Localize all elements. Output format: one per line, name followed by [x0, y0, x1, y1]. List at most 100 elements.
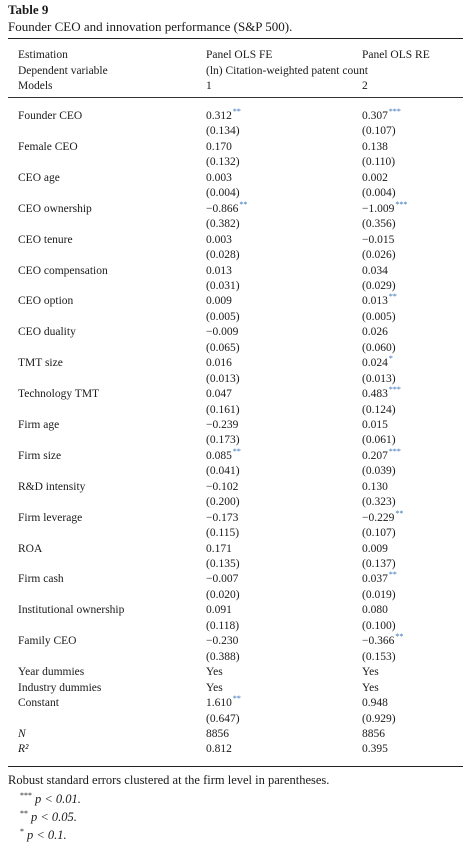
coef-model-1: 0.170 [206, 141, 232, 153]
se-model-1: (0.134) [206, 125, 240, 137]
se-model-1: (0.161) [206, 404, 240, 416]
row-label: CEO ownership [18, 203, 92, 215]
coef-model-2: 0.307*** [362, 107, 401, 122]
se-model-1: (0.173) [206, 434, 240, 446]
footnote-text: p < 0.01. [35, 792, 81, 806]
coef-model-1: 0.003 [206, 172, 232, 184]
footnote-text: p < 0.1. [27, 828, 67, 842]
coef-model-2: 0.034 [362, 265, 388, 277]
coef-model-1: 0.003 [206, 234, 232, 246]
dummy-model-1: Yes [206, 666, 223, 678]
footnote-mark: ** [20, 808, 28, 818]
significance-mark: * [388, 354, 393, 364]
row-label: Technology TMT [18, 388, 100, 400]
stat-label: R² [18, 743, 29, 755]
significance-mark: ** [239, 200, 248, 210]
coef-model-1: −0.866** [206, 200, 248, 215]
estimation-label: Estimation [18, 49, 68, 61]
dummy-model-2: Yes [362, 682, 379, 694]
row-label: Firm age [18, 419, 60, 431]
row-label: Female CEO [18, 141, 78, 153]
significance-mark: *** [388, 385, 401, 395]
significance-mark: ** [395, 632, 404, 642]
stat-model-2: 8856 [362, 728, 385, 740]
se-model-1: (0.115) [206, 527, 240, 539]
se-model-1: (0.041) [206, 465, 240, 477]
coef-model-1: −0.007 [206, 573, 239, 585]
significance-mark: ** [388, 570, 397, 580]
row-label: CEO duality [18, 326, 76, 338]
dependent-variable-value: (ln) Citation-weighted patent count [206, 65, 368, 77]
significance-mark: ** [388, 292, 397, 302]
se-model-1: (0.013) [206, 373, 240, 385]
se-model-1: (0.031) [206, 280, 240, 292]
row-label: Firm cash [18, 573, 64, 585]
row-label: CEO compensation [18, 265, 108, 277]
row-label: Founder CEO [18, 110, 83, 122]
coef-model-2: 0.207*** [362, 447, 401, 462]
se-model-1: (0.065) [206, 342, 240, 354]
footnote-mark: * [20, 826, 24, 836]
estimation-col1: Panel OLS FE [206, 49, 273, 61]
se-model-2: (0.019) [362, 589, 396, 601]
se-model-2: (0.061) [362, 434, 396, 446]
coef-model-1: 0.013 [206, 265, 232, 277]
se-model-1: (0.132) [206, 156, 240, 168]
coef-model-2: 0.009 [362, 543, 388, 555]
coef-model-1: −0.173 [206, 512, 239, 524]
se-model-2: (0.004) [362, 187, 396, 199]
stat-label: N [18, 728, 26, 740]
model-2: 2 [362, 80, 368, 92]
row-label: TMT size [18, 357, 63, 369]
significance-mark: ** [395, 509, 404, 519]
se-model-1: (0.020) [206, 589, 240, 601]
model-1: 1 [206, 80, 212, 92]
constant-se-2: (0.929) [362, 713, 396, 725]
coef-model-2: −1.009*** [362, 200, 408, 215]
se-model-2: (0.356) [362, 218, 396, 230]
se-model-1: (0.382) [206, 218, 240, 230]
coef-model-1: 0.085** [206, 447, 241, 462]
constant-model-1: 1.610** [206, 694, 241, 709]
coef-model-1: −0.239 [206, 419, 239, 431]
coef-model-1: −0.230 [206, 635, 239, 647]
coef-model-2: 0.130 [362, 481, 388, 493]
footnote-mark: *** [20, 790, 32, 800]
se-model-1: (0.118) [206, 620, 240, 632]
coef-model-2: −0.229** [362, 509, 404, 524]
constant-model-2: 0.948 [362, 697, 388, 709]
constant-label: Constant [18, 697, 59, 709]
coef-model-1: 0.047 [206, 388, 232, 400]
coef-model-2: 0.013** [362, 292, 397, 307]
se-model-1: (0.028) [206, 249, 240, 261]
se-model-2: (0.029) [362, 280, 396, 292]
footnote-item: ** p < 0.05. [20, 808, 77, 825]
stat-model-1: 0.812 [206, 743, 232, 755]
coef-model-2: 0.026 [362, 326, 388, 338]
top-rule [8, 38, 463, 39]
footnote-item: * p < 0.1. [20, 826, 67, 843]
row-label: Firm size [18, 450, 62, 462]
coef-model-2: −0.015 [362, 234, 395, 246]
dependent-variable-label: Dependent variable [18, 65, 108, 77]
se-model-1: (0.135) [206, 558, 240, 570]
footnote-item: *** p < 0.01. [20, 790, 81, 807]
row-label: Firm leverage [18, 512, 83, 524]
constant-se-1: (0.647) [206, 713, 240, 725]
coef-model-2: 0.024* [362, 354, 393, 369]
header-rule [8, 97, 463, 98]
se-model-2: (0.153) [362, 651, 396, 663]
coef-model-2: 0.080 [362, 604, 388, 616]
se-model-1: (0.004) [206, 187, 240, 199]
row-label: Institutional ownership [18, 604, 125, 616]
row-label: ROA [18, 543, 43, 555]
se-model-2: (0.026) [362, 249, 396, 261]
coef-model-1: 0.091 [206, 604, 232, 616]
se-model-2: (0.060) [362, 342, 396, 354]
dummy-model-2: Yes [362, 666, 379, 678]
se-model-2: (0.107) [362, 125, 396, 137]
se-model-2: (0.039) [362, 465, 396, 477]
table-title: Table 9 [8, 2, 49, 17]
coef-model-2: −0.366** [362, 632, 404, 647]
